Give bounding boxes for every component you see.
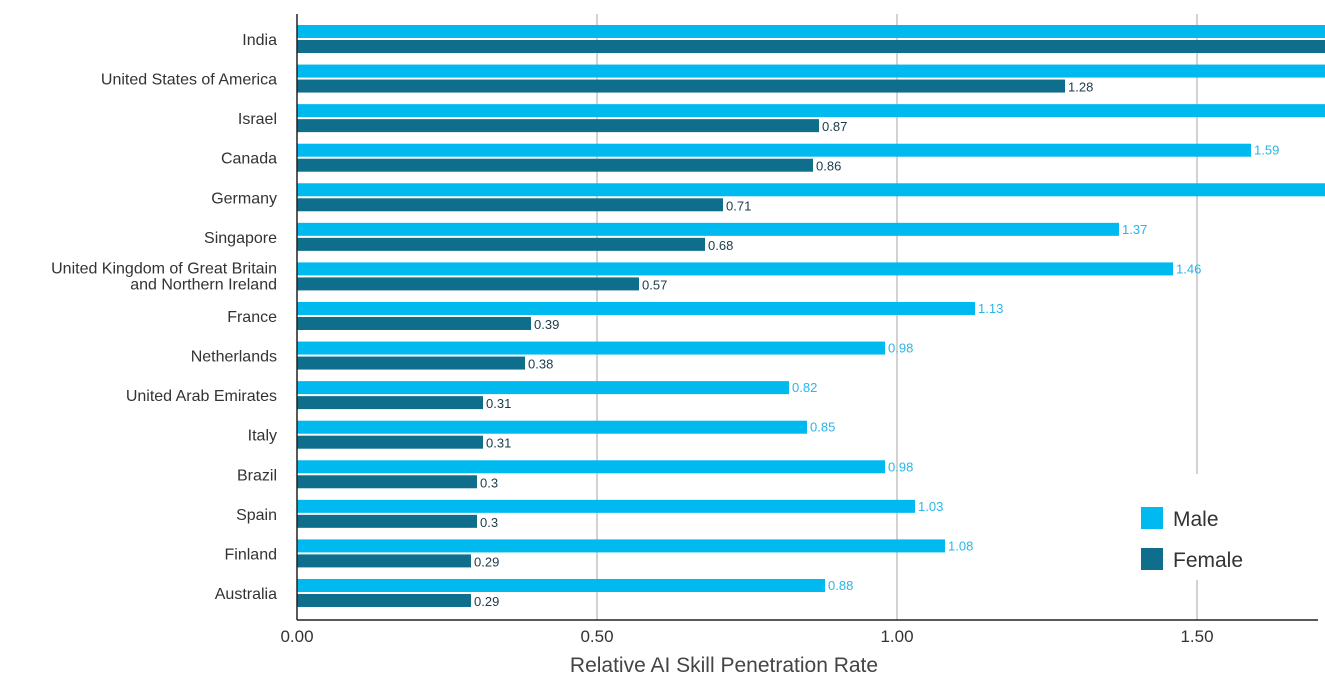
bar-female — [297, 475, 477, 489]
data-label-female: 0.29 — [474, 554, 499, 569]
category-label: India — [242, 32, 277, 49]
category-label: Israel — [238, 111, 277, 128]
data-label-male: 0.88 — [828, 578, 853, 593]
bar-male — [297, 578, 825, 592]
bar-male — [297, 222, 1119, 236]
x-tick-labels: 0.000.501.001.502.002.503.00 — [280, 627, 1213, 646]
category-label: France — [227, 309, 277, 326]
bar-female — [297, 40, 1325, 53]
data-label-female: 0.86 — [816, 159, 841, 174]
legend-swatch-female — [1141, 548, 1163, 570]
x-tick-label: 1.50 — [1180, 627, 1213, 646]
data-label-female: 0.87 — [822, 119, 847, 134]
bar-female — [297, 435, 483, 449]
bar-female — [297, 277, 639, 291]
data-label-male: 1.03 — [918, 499, 943, 514]
bar-female — [297, 593, 471, 607]
data-label-male: 0.98 — [888, 341, 913, 356]
x-tick-label: 0.50 — [580, 627, 613, 646]
category-label: Brazil — [237, 467, 277, 484]
bar-female — [297, 198, 723, 212]
category-label: Australia — [215, 586, 277, 603]
bar-male — [297, 499, 915, 513]
bar-female — [297, 554, 471, 568]
data-label-female: 0.57 — [642, 277, 667, 292]
axes — [296, 14, 1318, 621]
bar-male — [297, 25, 1325, 38]
data-label-female: 0.71 — [726, 198, 751, 213]
data-label-female: 0.29 — [474, 594, 499, 609]
legend-label-female: Female — [1173, 549, 1243, 572]
data-label-female: 0.68 — [708, 238, 733, 253]
x-tick-label: 0.00 — [280, 627, 313, 646]
category-label: Italy — [248, 428, 277, 445]
category-label: Singapore — [204, 230, 277, 247]
data-label-female: 0.3 — [480, 475, 498, 490]
bar-male — [297, 539, 945, 553]
bar-male — [297, 381, 789, 395]
category-label: United States of America — [101, 72, 277, 89]
data-label-male: 1.08 — [948, 538, 973, 553]
bar-male — [297, 64, 1325, 78]
category-label: Germany — [211, 190, 277, 207]
category-label: Finland — [225, 546, 277, 563]
data-label-female: 1.28 — [1068, 80, 1093, 95]
x-tick-label: 1.00 — [880, 627, 913, 646]
bar-male — [297, 183, 1325, 197]
bar-female — [297, 356, 525, 370]
data-label-male: 0.82 — [792, 380, 817, 395]
bar-male — [297, 262, 1173, 276]
bar-female — [297, 79, 1065, 93]
bar-male — [297, 460, 885, 474]
bar-male — [297, 301, 975, 315]
legend-label-male: Male — [1173, 508, 1219, 531]
category-label: Canada — [221, 151, 277, 168]
bar-female — [297, 396, 483, 410]
category-label: Spain — [236, 507, 277, 524]
data-label-male: 1.37 — [1122, 222, 1147, 237]
legend-swatch-male — [1141, 507, 1163, 529]
data-label-female: 0.31 — [486, 436, 511, 451]
bar-female — [297, 514, 477, 528]
bar-male — [297, 341, 885, 355]
category-label: United Kingdom of Great Britain and North… — [51, 260, 277, 293]
legend: Male Female — [1140, 474, 1243, 580]
data-label-male: 1.59 — [1254, 143, 1279, 158]
category-labels: India United States of America Israel Canad… — [51, 32, 277, 603]
bar-female — [297, 316, 531, 330]
data-label-male: 0.85 — [810, 420, 835, 435]
category-label: Netherlands — [191, 349, 277, 366]
data-label-female: 0.31 — [486, 396, 511, 411]
bar-female — [297, 119, 819, 133]
data-label-female: 0.38 — [528, 357, 553, 372]
data-label-male: 1.46 — [1176, 261, 1201, 276]
data-label-female: 0.3 — [480, 515, 498, 530]
bar-male — [297, 143, 1251, 157]
bar-male — [297, 420, 807, 434]
bar-female — [297, 237, 705, 251]
bars: 3.271.992.361.282.050.871.590.861.910.71… — [297, 25, 1325, 609]
x-axis-label: Relative AI Skill Penetration Rate — [570, 654, 878, 677]
data-label-female: 0.39 — [534, 317, 559, 332]
bar-male — [297, 104, 1325, 118]
category-label: United Arab Emirates — [126, 388, 277, 405]
data-label-male: 0.98 — [888, 459, 913, 474]
data-label-male: 1.13 — [978, 301, 1003, 316]
bar-female — [297, 158, 813, 172]
